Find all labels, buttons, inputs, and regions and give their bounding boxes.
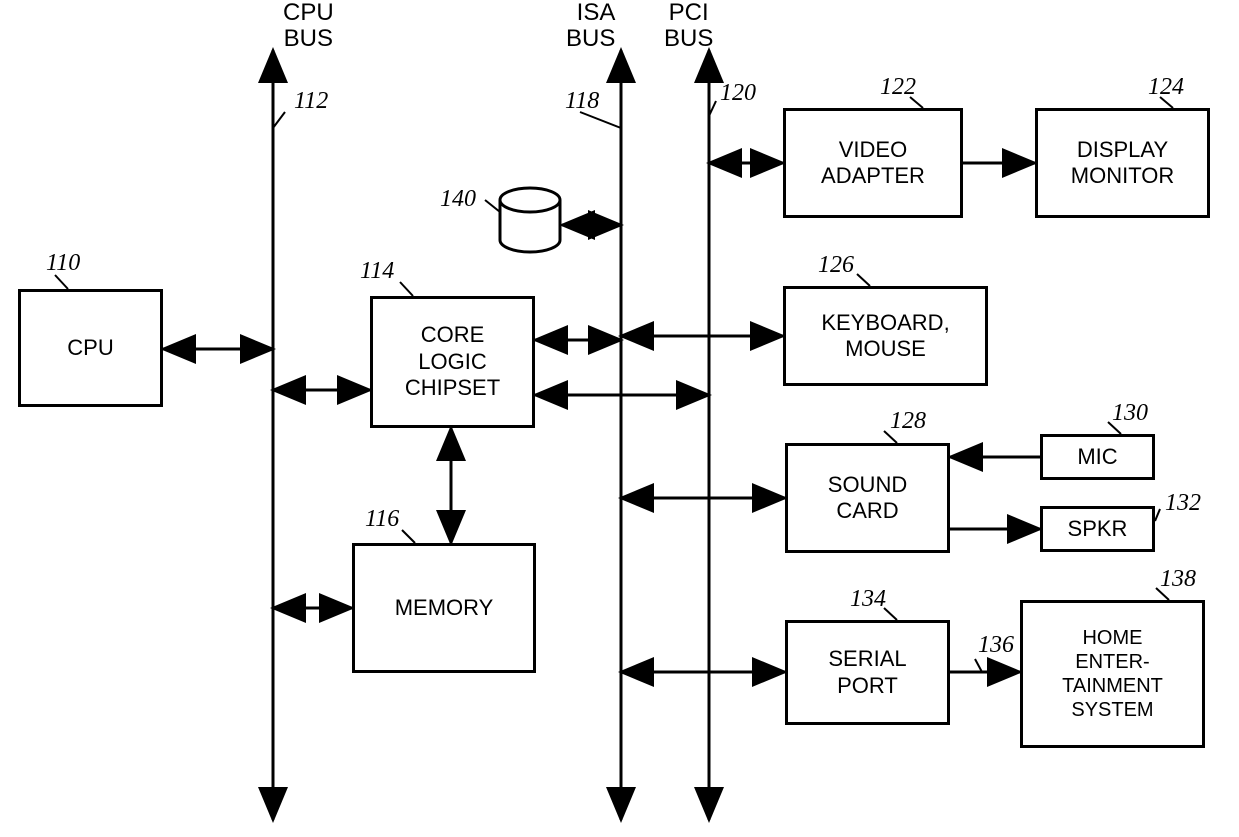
sound-card-label: SOUNDCARD bbox=[828, 472, 907, 525]
ref-116: 116 bbox=[365, 506, 399, 533]
ref-114: 114 bbox=[360, 258, 394, 285]
block-diagram: CPUBUS ISABUS PCIBUS CPU CORELOGICCHIPSE… bbox=[0, 0, 1239, 837]
home-ent-box: HOMEENTER-TAINMENTSYSTEM bbox=[1020, 600, 1205, 748]
ref-134: 134 bbox=[850, 586, 886, 613]
ref-122: 122 bbox=[880, 74, 916, 101]
spkr-box: SPKR bbox=[1040, 506, 1155, 552]
display-monitor-box: DISPLAYMONITOR bbox=[1035, 108, 1210, 218]
cpu-bus-text: CPUBUS bbox=[283, 0, 334, 52]
ref-112: 112 bbox=[294, 88, 328, 115]
core-logic-label: CORELOGICCHIPSET bbox=[405, 322, 500, 401]
ref-136: 136 bbox=[978, 632, 1014, 659]
display-monitor-label: DISPLAYMONITOR bbox=[1071, 137, 1174, 190]
isa-bus-label: ISABUS bbox=[566, 0, 615, 53]
sound-card-box: SOUNDCARD bbox=[785, 443, 950, 553]
ref-140: 140 bbox=[440, 186, 476, 213]
spkr-label: SPKR bbox=[1068, 516, 1128, 542]
core-logic-box: CORELOGICCHIPSET bbox=[370, 296, 535, 428]
ref-118: 118 bbox=[565, 88, 599, 115]
serial-port-label: SERIALPORT bbox=[828, 646, 906, 699]
keyboard-mouse-box: KEYBOARD,MOUSE bbox=[783, 286, 988, 386]
ref-126: 126 bbox=[818, 252, 854, 279]
ref-138: 138 bbox=[1160, 566, 1196, 593]
cpu-label: CPU bbox=[67, 335, 113, 361]
ref-120: 120 bbox=[720, 80, 756, 107]
video-adapter-label: VIDEOADAPTER bbox=[821, 137, 925, 190]
memory-box: MEMORY bbox=[352, 543, 536, 673]
keyboard-mouse-label: KEYBOARD,MOUSE bbox=[821, 310, 949, 363]
ref-124: 124 bbox=[1148, 74, 1184, 101]
ref-128: 128 bbox=[890, 408, 926, 435]
pci-bus-label: PCIBUS bbox=[664, 0, 713, 53]
cpu-bus-label: CPUBUS bbox=[283, 0, 334, 53]
home-ent-label: HOMEENTER-TAINMENTSYSTEM bbox=[1062, 626, 1163, 722]
memory-label: MEMORY bbox=[395, 595, 494, 621]
serial-port-box: SERIALPORT bbox=[785, 620, 950, 725]
video-adapter-box: VIDEOADAPTER bbox=[783, 108, 963, 218]
mic-box: MIC bbox=[1040, 434, 1155, 480]
pci-bus-text: PCIBUS bbox=[664, 0, 713, 52]
disk-icon bbox=[500, 188, 560, 252]
mic-label: MIC bbox=[1077, 444, 1117, 470]
ref-130: 130 bbox=[1112, 400, 1148, 427]
ref-110: 110 bbox=[46, 250, 80, 277]
cpu-box: CPU bbox=[18, 289, 163, 407]
ref-132: 132 bbox=[1165, 490, 1201, 517]
isa-bus-text: ISABUS bbox=[566, 0, 615, 52]
